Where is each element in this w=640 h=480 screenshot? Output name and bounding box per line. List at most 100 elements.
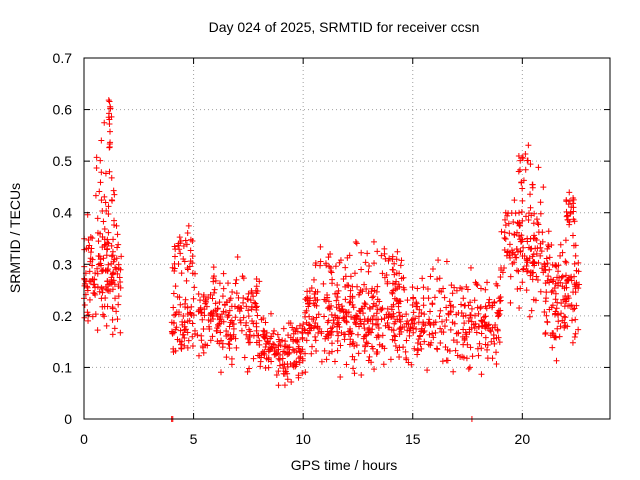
data-point xyxy=(368,359,375,366)
data-point xyxy=(373,288,380,295)
data-point xyxy=(262,343,269,350)
data-point xyxy=(430,334,437,341)
data-point xyxy=(539,229,546,236)
data-point xyxy=(282,368,289,375)
data-point xyxy=(369,303,376,310)
data-point xyxy=(109,197,116,204)
data-point xyxy=(209,333,216,340)
data-point xyxy=(111,256,118,263)
data-point xyxy=(374,283,381,290)
data-point xyxy=(94,327,101,334)
data-point xyxy=(528,307,535,314)
data-point xyxy=(409,324,416,331)
data-point xyxy=(471,312,478,319)
data-point xyxy=(548,289,555,296)
data-point xyxy=(276,362,283,369)
data-point xyxy=(114,316,121,323)
data-point xyxy=(246,365,253,372)
data-point xyxy=(194,332,201,339)
data-point xyxy=(507,273,514,280)
data-point xyxy=(397,318,404,325)
data-point xyxy=(118,253,125,260)
data-point xyxy=(554,325,561,332)
data-point xyxy=(371,260,378,267)
data-point xyxy=(458,301,465,308)
data-point xyxy=(399,324,406,331)
data-point xyxy=(297,353,304,360)
data-point xyxy=(220,285,227,292)
data-point xyxy=(451,320,458,327)
data-point xyxy=(228,335,235,342)
data-point xyxy=(263,329,270,336)
data-point xyxy=(99,289,106,296)
data-point xyxy=(94,215,101,222)
data-point xyxy=(489,355,496,362)
data-point xyxy=(365,268,372,275)
data-point xyxy=(275,346,282,353)
data-point xyxy=(247,297,254,304)
data-point xyxy=(223,354,230,361)
data-point xyxy=(467,299,474,306)
data-point xyxy=(343,313,350,320)
data-point xyxy=(384,280,391,287)
data-point xyxy=(368,343,375,350)
data-point xyxy=(183,241,190,248)
data-point xyxy=(473,329,480,336)
data-point xyxy=(531,210,538,217)
data-point xyxy=(189,270,196,277)
data-point xyxy=(374,306,381,313)
data-point xyxy=(487,328,494,335)
data-point xyxy=(563,208,570,215)
data-point xyxy=(549,344,556,351)
y-tick-label: 0.2 xyxy=(53,308,73,324)
data-point xyxy=(431,294,438,301)
data-point xyxy=(223,327,230,334)
data-point xyxy=(235,294,242,301)
data-point xyxy=(245,313,252,320)
data-point xyxy=(538,248,545,255)
data-point xyxy=(353,314,360,321)
data-point xyxy=(548,304,555,311)
data-point xyxy=(516,219,523,226)
data-point xyxy=(494,327,501,334)
data-point xyxy=(569,232,576,239)
data-point xyxy=(539,265,546,272)
data-point xyxy=(244,335,251,342)
data-point xyxy=(404,327,411,334)
data-point xyxy=(284,363,291,370)
data-point xyxy=(334,293,341,300)
data-point xyxy=(327,325,334,332)
data-point xyxy=(357,287,364,294)
data-point xyxy=(531,262,538,269)
data-point xyxy=(523,263,530,270)
data-point xyxy=(366,325,373,332)
data-point xyxy=(340,331,347,338)
data-point xyxy=(311,294,318,301)
data-point xyxy=(542,280,549,287)
data-point xyxy=(256,341,263,348)
data-point xyxy=(343,319,350,326)
data-point xyxy=(439,358,446,365)
data-point xyxy=(534,219,541,226)
data-point xyxy=(477,285,484,292)
data-point xyxy=(411,345,418,352)
data-point xyxy=(262,365,269,372)
data-point xyxy=(512,254,519,261)
data-point xyxy=(172,283,179,290)
data-point xyxy=(552,280,559,287)
data-point xyxy=(555,318,562,325)
data-point xyxy=(103,252,110,259)
data-point xyxy=(543,295,550,302)
data-point xyxy=(557,279,564,286)
data-point xyxy=(460,354,467,361)
data-point xyxy=(524,235,531,242)
data-point xyxy=(375,325,382,332)
data-point xyxy=(275,382,282,389)
data-point xyxy=(248,306,255,313)
data-point xyxy=(396,283,403,290)
data-point xyxy=(495,307,502,314)
data-point xyxy=(200,344,207,351)
data-point xyxy=(545,241,552,248)
data-point xyxy=(98,284,105,291)
